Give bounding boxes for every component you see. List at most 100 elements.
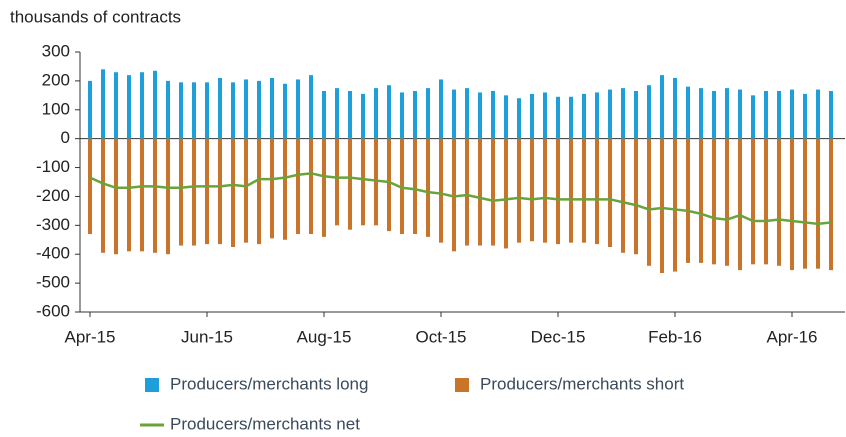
bar: [517, 98, 521, 139]
bar: [166, 80, 170, 139]
bar: [179, 82, 183, 139]
bar: [673, 138, 677, 272]
bar: [114, 72, 118, 139]
bar: [829, 138, 833, 271]
bar: [504, 138, 508, 249]
bar: [296, 79, 300, 139]
bar: [660, 138, 664, 273]
bar: [543, 92, 547, 139]
bar: [127, 75, 131, 139]
bar: [335, 138, 339, 226]
x-tick-label: Apr-15: [64, 327, 115, 346]
bar: [595, 138, 599, 245]
x-tick-label: Jun-15: [181, 327, 233, 346]
y-tick-label: -100: [36, 157, 70, 176]
bar: [127, 138, 131, 252]
bar: [322, 91, 326, 139]
bar: [556, 96, 560, 139]
bar: [322, 138, 326, 237]
bar: [647, 85, 651, 139]
legend-swatch: [145, 378, 159, 392]
bar: [374, 88, 378, 139]
bar: [673, 78, 677, 139]
bar: [465, 88, 469, 139]
bar: [608, 138, 612, 247]
bar: [634, 138, 638, 255]
bar: [426, 88, 430, 139]
bar: [413, 138, 417, 234]
bar: [751, 95, 755, 139]
bar: [387, 138, 391, 232]
bar: [88, 138, 92, 234]
bar: [205, 82, 209, 139]
bar: [764, 91, 768, 139]
bar: [478, 138, 482, 246]
bar: [517, 138, 521, 243]
bar: [374, 138, 378, 226]
bar: [439, 138, 443, 243]
bar: [530, 138, 534, 242]
bar: [595, 92, 599, 139]
bar: [556, 138, 560, 245]
bar: [699, 138, 703, 263]
legend-swatch: [455, 378, 469, 392]
bar: [712, 91, 716, 139]
bar: [231, 82, 235, 139]
bar: [712, 138, 716, 265]
bar: [192, 82, 196, 139]
bar: [283, 138, 287, 240]
bar: [569, 96, 573, 139]
bar: [452, 89, 456, 139]
bar: [244, 79, 248, 139]
bar: [738, 89, 742, 139]
bar: [348, 138, 352, 230]
bar: [686, 138, 690, 263]
y-tick-label: 0: [61, 128, 70, 147]
y-tick-label: -600: [36, 301, 70, 320]
bar: [153, 138, 157, 253]
bar: [309, 138, 313, 234]
bar: [218, 138, 222, 245]
bar: [400, 138, 404, 234]
bar: [478, 92, 482, 139]
y-tick-label: 200: [42, 70, 70, 89]
bar: [114, 138, 118, 255]
bar: [231, 138, 235, 247]
bar: [725, 138, 729, 266]
bar: [686, 86, 690, 139]
bar: [218, 78, 222, 139]
bar: [88, 80, 92, 139]
bar: [101, 69, 105, 139]
bar: [205, 138, 209, 245]
bar: [140, 72, 144, 139]
bar: [270, 78, 274, 139]
bar: [699, 88, 703, 139]
bar: [179, 138, 183, 246]
bar: [491, 138, 495, 246]
bar: [309, 75, 313, 139]
x-tick-label: Aug-15: [297, 327, 352, 346]
bar: [361, 138, 365, 226]
bar: [569, 138, 573, 243]
bar: [621, 138, 625, 253]
bar: [803, 138, 807, 269]
y-axis-title: thousands of contracts: [10, 7, 181, 26]
bar: [777, 91, 781, 139]
legend-label: Producers/merchants short: [480, 374, 684, 393]
bar: [452, 138, 456, 252]
bar: [777, 138, 781, 266]
bar: [543, 138, 547, 243]
y-tick-label: 100: [42, 99, 70, 118]
bar: [608, 89, 612, 139]
x-tick-label: Feb-16: [648, 327, 702, 346]
bar: [348, 91, 352, 139]
bar: [413, 91, 417, 139]
bar: [439, 79, 443, 139]
bar: [582, 138, 586, 243]
bar: [400, 92, 404, 139]
bar: [140, 138, 144, 252]
bar: [660, 75, 664, 139]
bar: [257, 80, 261, 139]
bar: [257, 138, 261, 245]
